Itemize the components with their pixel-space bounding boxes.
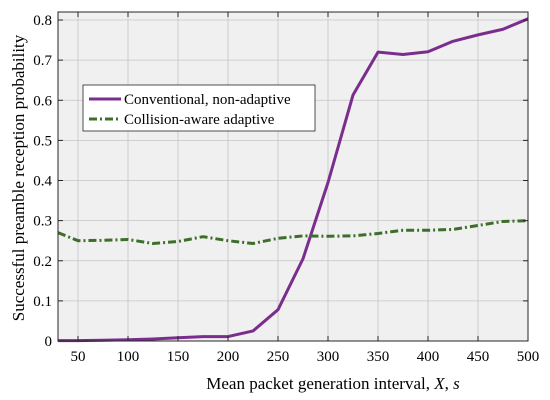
- x-tick-label: 200: [217, 349, 240, 365]
- legend-label-collision-aware: Collision-aware adaptive: [124, 112, 275, 128]
- y-tick-label: 0.2: [33, 254, 52, 270]
- y-tick-label: 0.7: [33, 53, 52, 69]
- y-tick-label: 0: [45, 334, 53, 350]
- plot-frame: [57, 11, 529, 342]
- x-tick-label: 300: [317, 349, 340, 365]
- x-tick-label: 500: [517, 349, 540, 365]
- series-line-conventional: [58, 17, 529, 343]
- x-tick-label: 150: [167, 349, 190, 365]
- x-tick-label: 250: [267, 349, 290, 365]
- plot-background: [58, 12, 528, 341]
- x-tick-label: 450: [467, 349, 490, 365]
- legend: Conventional, non-adaptive Collision-awa…: [82, 84, 316, 132]
- y-axis-label: Successful preamble reception probabilit…: [9, 34, 28, 321]
- ticks: [58, 12, 529, 342]
- legend-label-conventional: Conventional, non-adaptive: [124, 92, 291, 108]
- y-tick-label: 0.1: [33, 294, 52, 310]
- y-tick-label: 0.4: [33, 174, 52, 190]
- x-tick-label: 350: [367, 349, 390, 365]
- x-tick-label: 50: [71, 349, 86, 365]
- x-tick-label: 100: [117, 349, 140, 365]
- series-layer: [57, 17, 529, 343]
- x-tick-label: 400: [417, 349, 440, 365]
- y-tick-label: 0.6: [33, 93, 52, 109]
- y-tick-label: 0.5: [33, 133, 52, 149]
- tick-labels: 50 100 150 200 250 300 350 400 450 500 0 0.1 0.2 0.3 0…: [33, 13, 539, 365]
- y-tick-label: 0.3: [33, 214, 52, 230]
- series-line-collision-aware: [57, 219, 529, 245]
- y-tick-label: 0.8: [33, 13, 52, 29]
- legend-box: [82, 84, 316, 132]
- x-axis-label: Mean packet generation interval, X, s: [206, 374, 460, 393]
